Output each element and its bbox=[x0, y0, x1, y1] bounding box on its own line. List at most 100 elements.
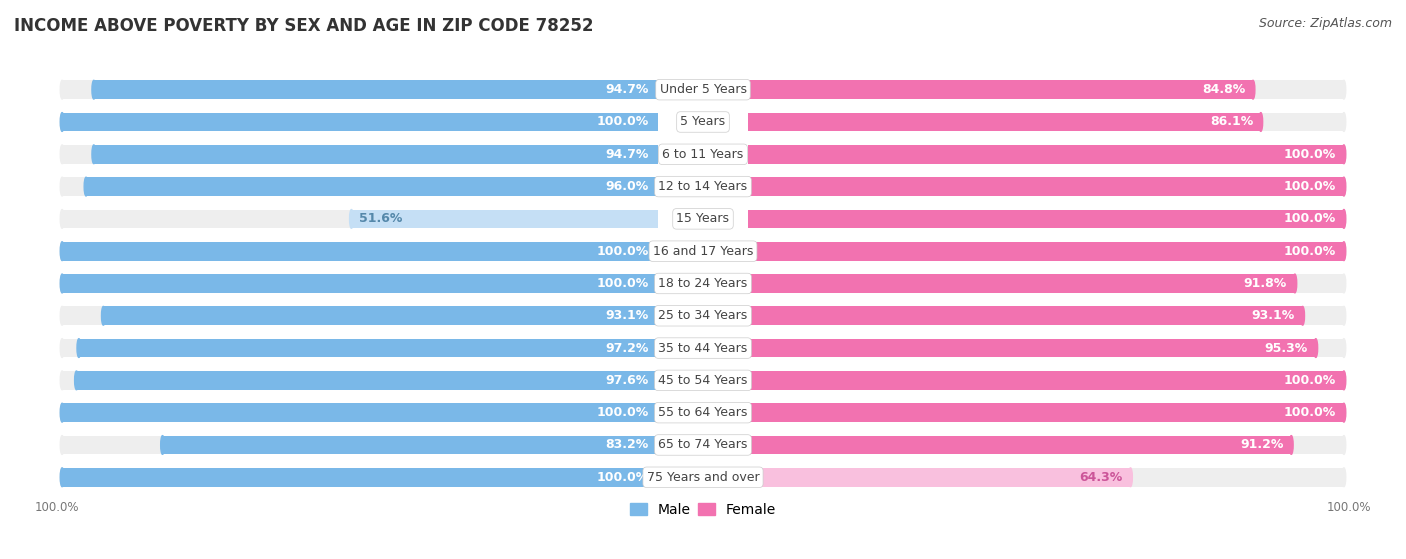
Circle shape bbox=[60, 210, 65, 228]
Bar bbox=[748, 403, 749, 422]
Bar bbox=[748, 112, 749, 131]
Bar bbox=[748, 210, 749, 228]
Bar bbox=[748, 274, 1295, 293]
Bar bbox=[748, 435, 749, 454]
Bar bbox=[657, 274, 658, 293]
Text: 12 to 14 Years: 12 to 14 Years bbox=[658, 180, 748, 193]
Text: 100.0%: 100.0% bbox=[1284, 148, 1336, 161]
Bar bbox=[62, 468, 658, 487]
Bar bbox=[62, 80, 658, 99]
Circle shape bbox=[91, 80, 96, 99]
Text: Under 5 Years: Under 5 Years bbox=[659, 83, 747, 96]
Circle shape bbox=[1341, 145, 1346, 164]
Bar bbox=[657, 242, 658, 260]
Circle shape bbox=[60, 177, 65, 196]
Bar bbox=[657, 112, 658, 131]
Bar bbox=[657, 468, 658, 487]
Bar bbox=[62, 468, 658, 487]
Bar bbox=[104, 306, 658, 325]
Circle shape bbox=[60, 371, 65, 390]
Bar bbox=[76, 371, 658, 390]
Bar bbox=[748, 274, 1344, 293]
Text: 94.7%: 94.7% bbox=[605, 83, 648, 96]
Bar bbox=[748, 435, 1344, 454]
Bar bbox=[79, 339, 658, 357]
Legend: Male, Female: Male, Female bbox=[624, 497, 782, 522]
Bar bbox=[748, 339, 749, 357]
Circle shape bbox=[60, 403, 65, 422]
Bar bbox=[62, 242, 658, 260]
Text: 91.8%: 91.8% bbox=[1244, 277, 1286, 290]
Circle shape bbox=[60, 274, 65, 293]
Bar bbox=[657, 403, 658, 422]
Bar bbox=[748, 145, 1344, 164]
Bar bbox=[657, 80, 658, 99]
Bar bbox=[657, 112, 658, 131]
Text: 100.0%: 100.0% bbox=[596, 406, 648, 419]
Bar bbox=[657, 177, 658, 196]
Circle shape bbox=[1251, 80, 1256, 99]
Circle shape bbox=[1341, 403, 1346, 422]
Bar bbox=[748, 210, 1344, 228]
Circle shape bbox=[1315, 339, 1317, 357]
Text: 84.8%: 84.8% bbox=[1202, 83, 1246, 96]
Bar bbox=[748, 274, 749, 293]
Bar bbox=[657, 403, 658, 422]
Circle shape bbox=[1341, 371, 1346, 390]
Bar bbox=[748, 242, 749, 260]
Circle shape bbox=[1341, 210, 1346, 228]
Bar bbox=[748, 242, 1344, 260]
Circle shape bbox=[1341, 274, 1346, 293]
Text: 100.0%: 100.0% bbox=[1284, 374, 1336, 387]
Bar bbox=[748, 274, 749, 293]
Text: 97.6%: 97.6% bbox=[605, 374, 648, 387]
Circle shape bbox=[1341, 145, 1346, 164]
Circle shape bbox=[1341, 242, 1346, 260]
Circle shape bbox=[160, 435, 165, 454]
Circle shape bbox=[60, 468, 65, 487]
Bar bbox=[748, 112, 1344, 131]
Bar bbox=[94, 80, 658, 99]
Bar bbox=[657, 435, 658, 454]
Text: 96.0%: 96.0% bbox=[605, 180, 648, 193]
Text: 93.1%: 93.1% bbox=[1251, 309, 1295, 323]
Text: 18 to 24 Years: 18 to 24 Years bbox=[658, 277, 748, 290]
Bar bbox=[748, 339, 749, 357]
Text: 75 Years and over: 75 Years and over bbox=[647, 471, 759, 484]
Bar bbox=[748, 177, 1344, 196]
Circle shape bbox=[350, 210, 353, 228]
Bar bbox=[748, 403, 1344, 422]
Bar bbox=[748, 306, 749, 325]
Bar bbox=[748, 435, 749, 454]
Bar bbox=[657, 210, 658, 228]
Bar bbox=[748, 468, 1344, 487]
Bar bbox=[657, 306, 658, 325]
Bar bbox=[748, 177, 749, 196]
Text: 100.0%: 100.0% bbox=[596, 116, 648, 129]
Circle shape bbox=[1341, 339, 1346, 357]
Text: 100.0%: 100.0% bbox=[1284, 245, 1336, 258]
Bar bbox=[657, 468, 658, 487]
Circle shape bbox=[60, 274, 65, 293]
Text: 100.0%: 100.0% bbox=[1327, 501, 1371, 514]
Circle shape bbox=[1258, 112, 1263, 131]
Bar bbox=[62, 339, 658, 357]
Text: 86.1%: 86.1% bbox=[1209, 116, 1253, 129]
Bar bbox=[62, 403, 658, 422]
Text: 5 Years: 5 Years bbox=[681, 116, 725, 129]
Bar bbox=[657, 242, 658, 260]
Text: 64.3%: 64.3% bbox=[1080, 471, 1123, 484]
Circle shape bbox=[84, 177, 89, 196]
Bar bbox=[657, 339, 658, 357]
Circle shape bbox=[1341, 242, 1346, 260]
Bar bbox=[748, 177, 749, 196]
Bar bbox=[748, 371, 749, 390]
Bar bbox=[657, 306, 658, 325]
Bar bbox=[657, 145, 658, 164]
Text: 100.0%: 100.0% bbox=[596, 277, 648, 290]
Text: 51.6%: 51.6% bbox=[359, 212, 402, 225]
Circle shape bbox=[1341, 306, 1346, 325]
Circle shape bbox=[1294, 274, 1296, 293]
Bar bbox=[748, 145, 749, 164]
Circle shape bbox=[1341, 177, 1346, 196]
